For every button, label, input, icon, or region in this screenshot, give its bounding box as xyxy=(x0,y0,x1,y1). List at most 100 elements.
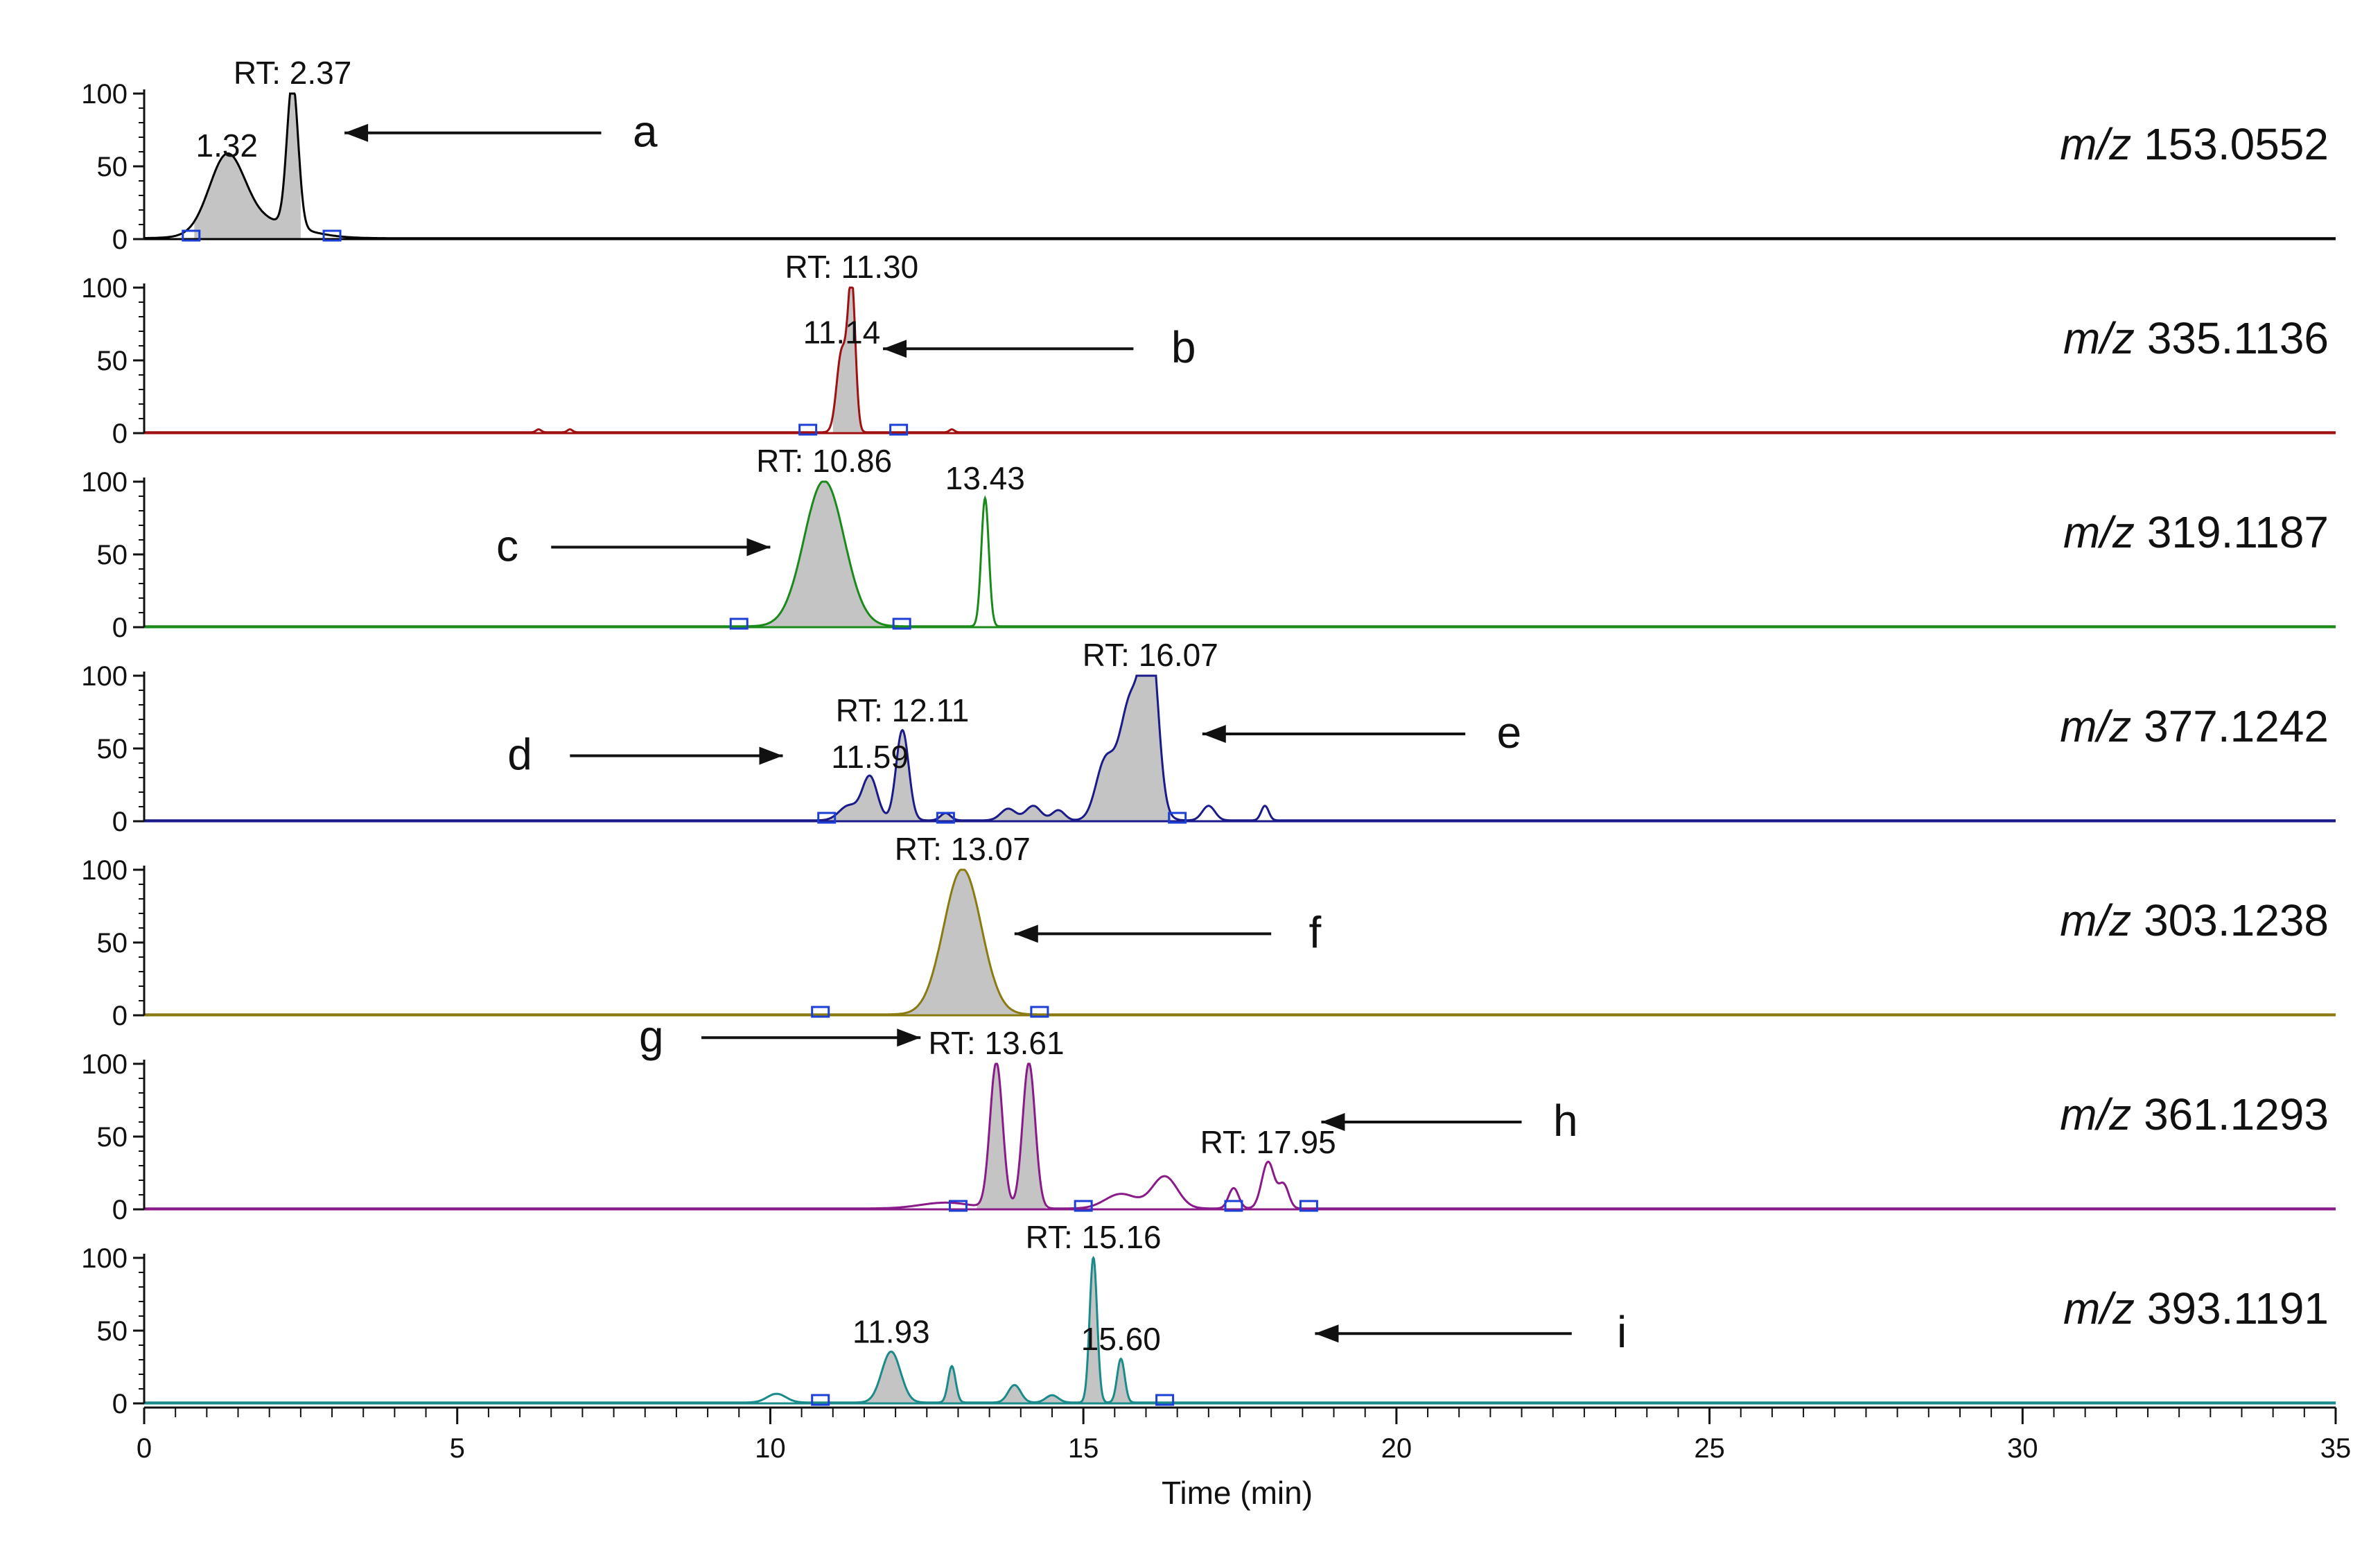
chromatogram-trace xyxy=(144,286,2336,434)
integration-marker xyxy=(1168,812,1187,824)
x-tick-label: 25 xyxy=(1694,1433,1725,1464)
annotation-letter: c xyxy=(496,521,518,571)
y-tick-label: 50 xyxy=(97,1316,128,1347)
mz-label: m/z 361.1293 xyxy=(2060,1089,2329,1139)
peak-label: RT: 13.07 xyxy=(895,831,1031,867)
y-tick-label: 100 xyxy=(81,1049,128,1080)
y-tick-label: 0 xyxy=(112,1195,128,1225)
chromatogram-panel: 0 50 100 RT: 13.61 RT: 17.95 m/z 361.1293 h g xyxy=(81,1011,2336,1225)
integration-marker xyxy=(729,617,749,630)
x-tick-label: 10 xyxy=(755,1433,786,1464)
peak-label: 11.59 xyxy=(831,739,909,775)
x-tick-label: 0 xyxy=(137,1433,152,1464)
integration-marker xyxy=(1030,1006,1049,1018)
mz-label: m/z 303.1238 xyxy=(2060,895,2329,945)
annotation-arrow-head xyxy=(344,123,369,142)
integration-marker xyxy=(948,1200,968,1212)
x-axis-label: Time (min) xyxy=(1162,1475,1313,1511)
mz-value: 393.1191 xyxy=(2147,1283,2329,1333)
integration-marker xyxy=(936,812,955,824)
mz-value: 377.1242 xyxy=(2144,701,2329,751)
y-tick-label: 0 xyxy=(112,1001,128,1031)
integration-marker xyxy=(1299,1200,1318,1212)
peak-label: 11.14 xyxy=(803,315,881,351)
chromatogram-panel: 0 50 100 RT: 10.86 13.43 m/z 319.1187 c xyxy=(81,443,2336,643)
chromatogram-trace xyxy=(144,480,2336,628)
mz-label: m/z 377.1242 xyxy=(2060,701,2329,751)
integration-marker xyxy=(892,617,911,630)
annotation-arrow-head xyxy=(1014,925,1038,943)
chromatogram-panel: 0 50 100 11.14 RT: 11.30 m/z 335.1136 b xyxy=(81,249,2336,449)
chromatogram-trace xyxy=(144,674,2336,822)
mz-label: m/z 153.0552 xyxy=(2060,119,2329,169)
annotation-arrow-head xyxy=(1321,1113,1345,1131)
y-tick-label: 50 xyxy=(97,734,128,764)
mz-label: m/z 335.1136 xyxy=(2063,313,2329,363)
y-tick-label: 0 xyxy=(112,225,128,255)
peak-label: RT: 2.37 xyxy=(234,55,351,91)
chromatogram-trace xyxy=(144,1255,2336,1404)
annotation-letter: g xyxy=(639,1011,664,1061)
peak-shaded-area xyxy=(826,676,1171,821)
peak-label: RT: 17.95 xyxy=(1200,1124,1336,1160)
y-tick-label: 50 xyxy=(97,540,128,570)
chromatogram-panels: 0 50 100 1.32 RT: 2.37 m/z 153.0552 a 0 50 100 11.… xyxy=(81,55,2336,1419)
mz-value: 361.1293 xyxy=(2144,1089,2329,1139)
annotation-letter: a xyxy=(633,107,658,157)
annotation-arrow-head xyxy=(759,746,783,765)
y-tick-label: 50 xyxy=(97,152,128,182)
mz-value: 153.0552 xyxy=(2144,119,2329,169)
y-tick-label: 0 xyxy=(112,807,128,837)
y-tick-label: 0 xyxy=(112,419,128,449)
mz-prefix: m/z xyxy=(2060,701,2144,751)
x-tick-label: 30 xyxy=(2007,1433,2038,1464)
annotation-letter: i xyxy=(1617,1307,1627,1357)
x-tick-label: 15 xyxy=(1068,1433,1099,1464)
y-tick-label: 100 xyxy=(81,855,128,886)
integration-marker xyxy=(1074,1200,1093,1212)
peak-shaded-area xyxy=(194,94,301,239)
x-axis: 0 5 10 15 20 25 30 35 xyxy=(137,1406,2351,1464)
mz-value: 319.1187 xyxy=(2147,507,2329,557)
integration-marker xyxy=(889,423,909,436)
chromatogram-trace xyxy=(144,868,2336,1016)
peak-label: 11.93 xyxy=(852,1314,930,1350)
peak-label: RT: 10.86 xyxy=(756,443,892,479)
chromatogram-trace xyxy=(144,92,2336,240)
peak-label: RT: 16.07 xyxy=(1083,637,1218,673)
annotation-letter: d xyxy=(507,730,532,780)
integration-marker xyxy=(811,1006,830,1018)
mz-prefix: m/z xyxy=(2060,119,2144,169)
annotation-letter: b xyxy=(1171,322,1196,372)
y-tick-label: 100 xyxy=(81,467,128,498)
annotation-arrow-head xyxy=(1315,1324,1339,1343)
peak-label: RT: 13.61 xyxy=(929,1025,1065,1061)
mz-prefix: m/z xyxy=(2060,1089,2144,1139)
integration-marker xyxy=(1155,1394,1175,1406)
mz-value: 335.1136 xyxy=(2147,313,2329,363)
mz-prefix: m/z xyxy=(2063,507,2147,557)
y-tick-label: 100 xyxy=(81,1243,128,1274)
peak-shaded-area xyxy=(977,1064,1046,1209)
peak-label: 15.60 xyxy=(1081,1321,1161,1357)
integration-marker xyxy=(1224,1200,1243,1212)
y-tick-label: 100 xyxy=(81,273,128,304)
x-tick-label: 5 xyxy=(450,1433,465,1464)
integration-marker xyxy=(811,1394,830,1406)
y-tick-label: 50 xyxy=(97,1122,128,1153)
mz-prefix: m/z xyxy=(2060,895,2144,945)
mz-label: m/z 393.1191 xyxy=(2063,1283,2329,1333)
peak-shaded-area xyxy=(832,288,864,433)
annotation-letter: h xyxy=(1553,1096,1578,1146)
mz-label: m/z 319.1187 xyxy=(2063,507,2329,557)
annotation-arrow-head xyxy=(883,340,907,358)
mz-value: 303.1238 xyxy=(2144,895,2329,945)
chromatogram-panel: 0 50 100 11.59 RT: 12.11 RT: 16.07 m/z 377.124… xyxy=(81,637,2336,837)
integration-marker xyxy=(182,229,201,242)
y-tick-label: 100 xyxy=(81,79,128,109)
annotation-arrow-head xyxy=(897,1028,921,1047)
peak-shaded-area xyxy=(883,870,1040,1015)
peak-shaded-area xyxy=(745,482,902,627)
mz-prefix: m/z xyxy=(2063,1283,2147,1333)
